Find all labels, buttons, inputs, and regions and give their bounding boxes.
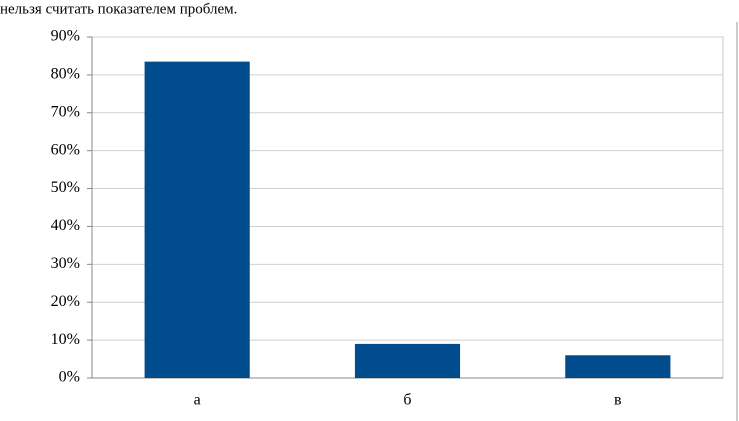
bar (565, 355, 671, 378)
x-tick-label: а (194, 392, 201, 409)
y-tick-label: 80% (51, 66, 80, 83)
y-tick-label: 10% (51, 331, 80, 348)
y-tick-label: 90% (51, 28, 80, 45)
y-tick-label: 40% (51, 217, 80, 234)
bar (354, 343, 461, 378)
y-tick-label: 30% (51, 255, 80, 272)
y-tick-label: 60% (51, 141, 80, 158)
x-tick-label: в (614, 392, 622, 409)
y-tick-label: 50% (51, 179, 80, 196)
page-text: нельзя считать показателем проблем. (0, 1, 237, 17)
x-tick-label: б (403, 392, 411, 409)
y-tick-label: 70% (51, 103, 80, 120)
y-tick-label: 0% (59, 369, 80, 386)
bar (144, 61, 250, 378)
y-tick-label: 20% (51, 293, 80, 310)
